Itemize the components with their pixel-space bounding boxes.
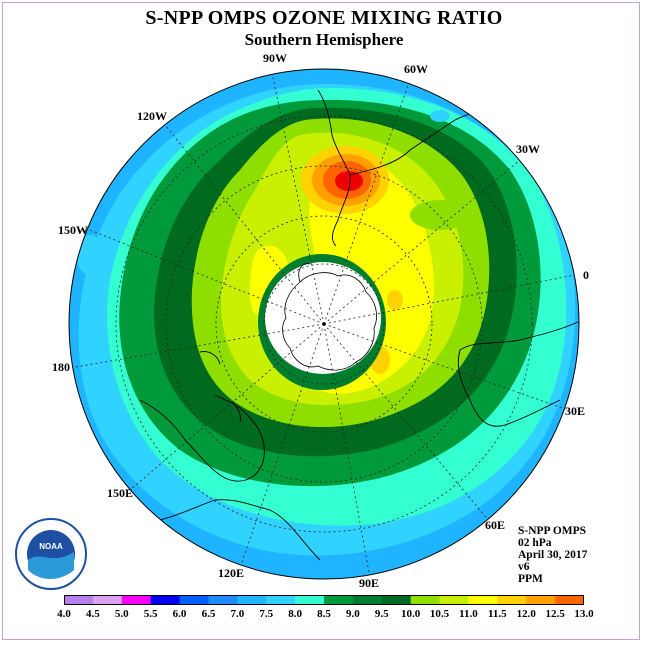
map-boundary bbox=[68, 68, 580, 580]
colorbar-tick-label: 12.5 bbox=[545, 608, 565, 620]
colorbar-segment bbox=[410, 595, 441, 605]
label-lon-150e: 150E bbox=[107, 486, 134, 500]
colorbar-segment bbox=[497, 595, 527, 605]
colorbar-segment bbox=[237, 595, 267, 605]
map-title: S-NPP OMPS OZONE MIXING RATIO bbox=[145, 7, 503, 29]
label-lon-90w: 90W bbox=[263, 51, 287, 65]
australia-coastline bbox=[139, 394, 265, 482]
colorbar-tick-label: 4.0 bbox=[57, 608, 71, 620]
field-local-11 bbox=[387, 290, 403, 310]
colorbar-tick-label: 8.0 bbox=[288, 608, 302, 620]
colorbar-tick-label: 6.5 bbox=[201, 608, 216, 620]
colorbar-segment bbox=[324, 595, 354, 605]
asia-coastline bbox=[159, 499, 321, 561]
info-instrument: S-NPP OMPS bbox=[518, 525, 587, 537]
colorbar-tick-label: 9.5 bbox=[374, 608, 389, 620]
colorbar-segment bbox=[208, 595, 238, 605]
info-version: v6 bbox=[518, 561, 530, 573]
colorbar-tick-label: 10.5 bbox=[429, 608, 450, 620]
ozone-field bbox=[69, 69, 579, 579]
map-subtitle: Southern Hemisphere bbox=[244, 30, 404, 49]
colorbar-tick-label: 11.0 bbox=[459, 608, 478, 620]
colorbar-segment bbox=[295, 595, 325, 605]
label-lon-180: 180 bbox=[52, 360, 70, 374]
colorbar-tick-label: 9.0 bbox=[346, 608, 360, 620]
africa-coastline bbox=[457, 321, 579, 427]
colorbar-tick-label: 4.5 bbox=[86, 608, 100, 620]
colorbar-tick-label: 10.0 bbox=[401, 608, 421, 620]
colorbar-tick-label: 5.0 bbox=[114, 608, 129, 620]
label-lon-30e: 30E bbox=[565, 404, 586, 418]
colorbar-tick-label: 12.0 bbox=[516, 608, 536, 620]
field-min-7-north bbox=[430, 110, 450, 122]
south-pole-marker bbox=[322, 322, 326, 326]
label-lon-60e: 60E bbox=[485, 518, 506, 532]
colorbar-segment bbox=[64, 595, 94, 605]
colorbar-tick-label: 5.5 bbox=[143, 608, 158, 620]
label-lon-90e: 90E bbox=[359, 576, 380, 590]
colorbar-tick-label: 7.5 bbox=[259, 608, 274, 620]
colorbar-segment bbox=[150, 595, 181, 605]
product-info: S-NPP OMPS 02 hPa April 30, 2017 v6 PPM bbox=[518, 525, 587, 585]
new-zealand-coastline bbox=[199, 351, 241, 423]
colorbar-segment bbox=[179, 595, 209, 605]
info-units: PPM bbox=[518, 573, 543, 585]
colorbar-segment bbox=[526, 595, 556, 605]
info-date: April 30, 2017 bbox=[518, 549, 588, 561]
antarctica-coastline bbox=[282, 263, 377, 371]
label-lon-150w: 150W bbox=[58, 223, 88, 237]
colorbar-segment bbox=[92, 595, 123, 605]
colorbar-border bbox=[64, 595, 584, 605]
colorbar-segment bbox=[266, 595, 296, 605]
label-lon-0: 0 bbox=[583, 268, 589, 282]
colorbar-tick-label: 6.0 bbox=[172, 608, 187, 620]
colorbar-segment bbox=[468, 595, 498, 605]
field-max-12-5 bbox=[335, 171, 363, 191]
colorbar bbox=[64, 595, 584, 605]
info-pressure: 02 hPa bbox=[518, 537, 552, 549]
colorbar-segment bbox=[555, 595, 584, 605]
colorbar-segment bbox=[381, 595, 412, 605]
label-lon-120e: 120E bbox=[218, 566, 245, 580]
colorbar-tick-label: 7.0 bbox=[230, 608, 245, 620]
colorbar-tick-label: 11.5 bbox=[488, 608, 507, 620]
colorbar-tick-label: 13.0 bbox=[574, 608, 594, 620]
label-lon-60w: 60W bbox=[404, 62, 428, 76]
map-frame bbox=[2, 2, 640, 640]
graticule bbox=[69, 69, 579, 579]
label-lon-120w: 120W bbox=[137, 109, 167, 123]
field-min-9-5 bbox=[410, 200, 470, 230]
svg-text:NOAA: NOAA bbox=[39, 542, 63, 551]
field-min-7-west bbox=[76, 235, 104, 275]
colorbar-segment bbox=[439, 595, 469, 605]
label-lon-30w: 30W bbox=[516, 142, 540, 156]
colorbar-segment bbox=[352, 595, 383, 605]
colorbar-segment bbox=[121, 595, 152, 605]
colorbar-tick-label: 8.5 bbox=[317, 608, 331, 620]
